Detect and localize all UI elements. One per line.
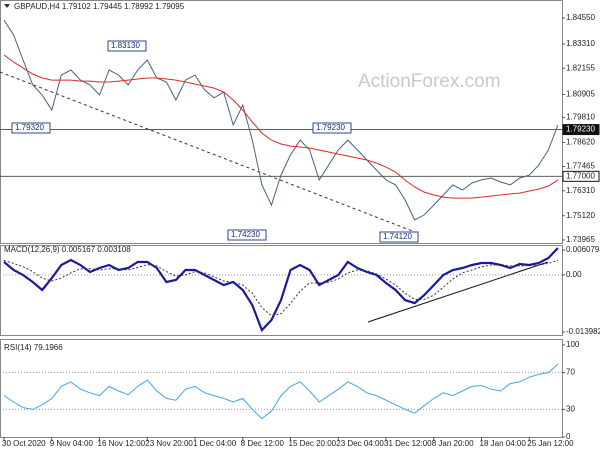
level-box (562, 170, 600, 182)
y-tick-label: 1.73965 (566, 235, 595, 244)
y-tick-label: 1.82155 (566, 63, 595, 72)
y-tick-label: 100 (566, 340, 580, 349)
series-line (3, 19, 559, 221)
series-line (3, 54, 559, 199)
y-tick-label: 1.76310 (566, 186, 595, 195)
price-annotation: 1.74120 (383, 232, 412, 241)
x-tick-label: 15 Dec 20:00 (289, 439, 337, 448)
price-annotation-box (312, 122, 352, 134)
y-tick-label: 1.77465 (566, 162, 595, 171)
y-tick-label: 0 (566, 432, 571, 441)
watermark: ActionForex.com (358, 71, 501, 92)
series-line (3, 260, 559, 317)
y-tick-label: 70 (566, 368, 575, 377)
x-tick-label: 25 Jan 12:00 (527, 439, 574, 448)
y-tick-label: 1.84550 (566, 13, 595, 22)
y-tick-label: -0.013982 (566, 327, 600, 336)
series-line (3, 247, 559, 333)
price-annotation: 1.79320 (15, 123, 44, 132)
x-tick-label: 30 Oct 2020 (2, 439, 46, 448)
x-tick-label: 9 Nov 04:00 (50, 439, 94, 448)
level-box (562, 124, 600, 136)
price-annotation-box (227, 229, 267, 241)
price-annotation: 1.74230 (231, 230, 260, 239)
trend-line (0, 71, 416, 233)
x-tick-label: 23 Dec 04:00 (336, 439, 384, 448)
y-tick-label: 1.80905 (566, 90, 595, 99)
level-label: 1.77000 (566, 171, 595, 180)
panel-title: MACD(12,26,9) 0.005167 0.003108 (4, 245, 131, 254)
y-tick-label: 1.79810 (566, 113, 595, 122)
price-annotation: 1.83130 (111, 41, 140, 50)
y-tick-label: 1.83310 (566, 39, 595, 48)
x-tick-label: 8 Jan 20:00 (432, 439, 474, 448)
menu-arrow (4, 4, 10, 8)
y-tick-label: 0.006079 (566, 245, 600, 254)
x-tick-label: 8 Dec 12:00 (241, 439, 285, 448)
x-tick-label: 23 Nov 20:00 (145, 439, 193, 448)
price-annotation: 1.79230 (316, 123, 345, 132)
x-tick-label: 16 Nov 12:00 (98, 439, 146, 448)
level-label: 1.79230 (566, 125, 595, 134)
x-tick-label: 1 Dec 04:00 (193, 439, 237, 448)
series-line (3, 363, 559, 420)
panel-title: RSI(14) 79.1966 (4, 343, 63, 352)
y-tick-label: 30 (566, 405, 575, 414)
price-panel (0, 0, 563, 244)
rsi-panel (0, 339, 563, 438)
y-tick-label: 1.78620 (566, 137, 595, 146)
price-annotation-box (107, 40, 147, 52)
panel-title: GBPAUD,H4 1.79102 1.79445 1.78992 1.7909… (14, 2, 185, 11)
price-annotation-box (11, 122, 51, 134)
price-annotation-box (379, 231, 419, 243)
y-tick-label: 0.00 (566, 270, 582, 279)
macd-trend-line (367, 261, 549, 323)
x-tick-label: 18 Jan 04:00 (480, 439, 527, 448)
macd-panel (0, 245, 563, 336)
x-tick-label: 31 Dec 12:00 (384, 439, 432, 448)
y-tick-label: 1.75120 (566, 211, 595, 220)
